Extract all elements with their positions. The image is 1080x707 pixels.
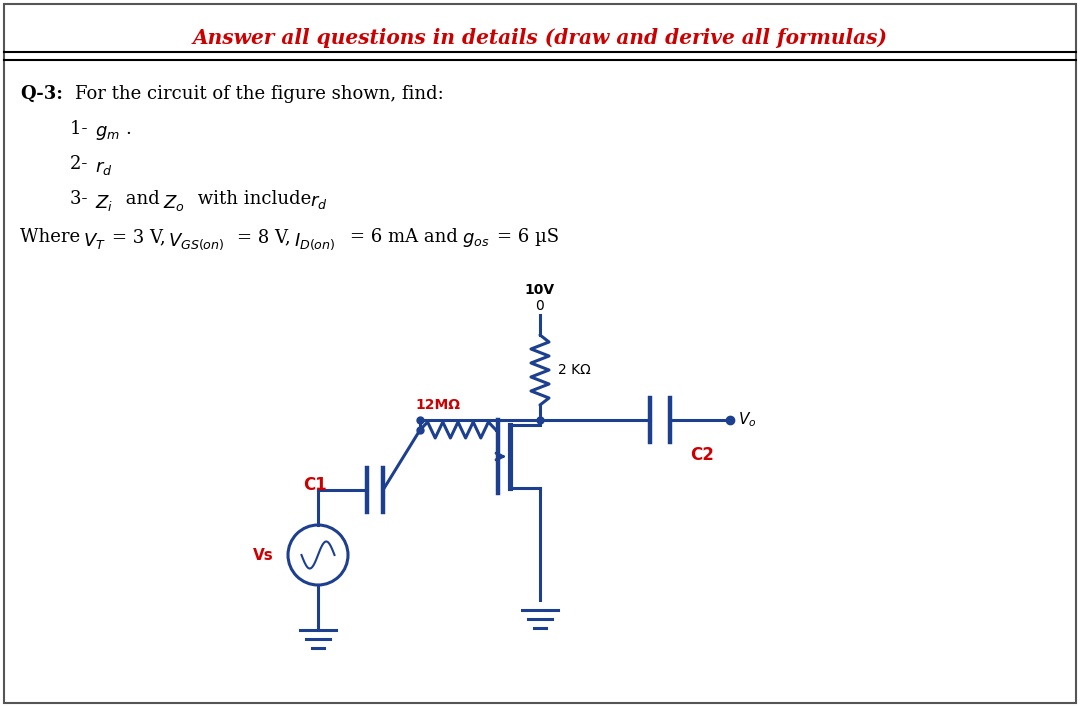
Text: $I_{D(on)}$: $I_{D(on)}$ xyxy=(294,231,336,252)
Text: 10V: 10V xyxy=(525,283,555,297)
Text: = 6 µS: = 6 µS xyxy=(497,228,559,246)
Text: .: . xyxy=(125,120,131,138)
Text: $g_{os}$: $g_{os}$ xyxy=(462,231,489,249)
Text: C1: C1 xyxy=(303,476,327,494)
Text: $Z_i$: $Z_i$ xyxy=(95,193,113,213)
Text: For the circuit of the figure shown, find:: For the circuit of the figure shown, fin… xyxy=(75,85,444,103)
Text: Vs: Vs xyxy=(253,547,273,563)
Text: and: and xyxy=(120,190,165,208)
Text: = 8 V,: = 8 V, xyxy=(237,228,296,246)
Text: $g_m$: $g_m$ xyxy=(95,124,120,142)
Text: C2: C2 xyxy=(690,446,714,464)
Text: $V_o$: $V_o$ xyxy=(738,411,756,429)
Text: = 3 V,: = 3 V, xyxy=(112,228,172,246)
Text: Q-3:: Q-3: xyxy=(21,85,63,103)
Text: $V_T$: $V_T$ xyxy=(83,231,106,251)
Text: 12MΩ: 12MΩ xyxy=(416,398,460,412)
Text: 1-: 1- xyxy=(70,120,93,138)
Text: with include: with include xyxy=(192,190,318,208)
Text: 2 KΩ: 2 KΩ xyxy=(558,363,591,377)
Text: $r_d$: $r_d$ xyxy=(310,193,327,211)
Text: Where: Where xyxy=(21,228,86,246)
Text: 0: 0 xyxy=(536,299,544,313)
Text: 2-: 2- xyxy=(70,155,93,173)
Text: $Z_o$: $Z_o$ xyxy=(163,193,185,213)
Text: $r_d$: $r_d$ xyxy=(95,159,112,177)
Text: $V_{GS(on)}$: $V_{GS(on)}$ xyxy=(168,231,225,252)
Text: Answer all questions in details (draw and derive all formulas): Answer all questions in details (draw an… xyxy=(192,28,888,48)
Text: = 6 mA and: = 6 mA and xyxy=(350,228,463,246)
Text: 3-: 3- xyxy=(70,190,93,208)
